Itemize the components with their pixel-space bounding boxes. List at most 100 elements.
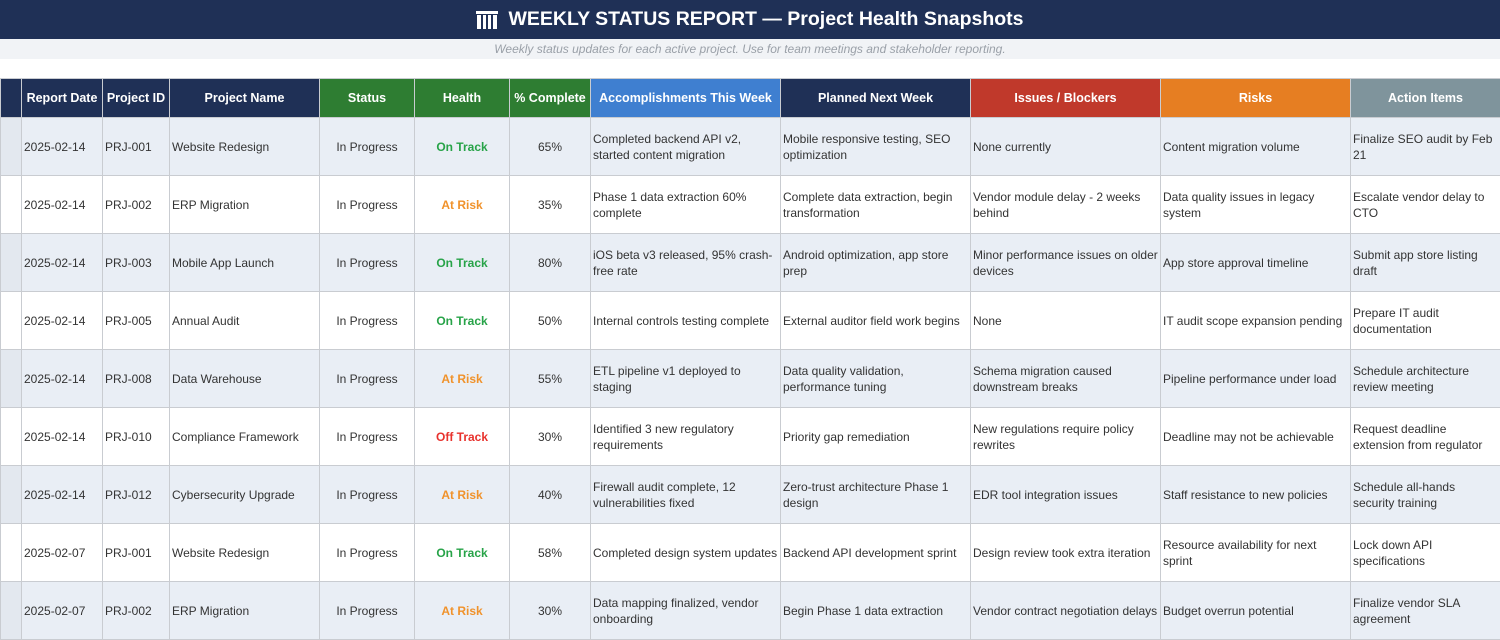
issues-cell[interactable]: Design review took extra iteration <box>970 523 1161 582</box>
accomplishments-cell[interactable]: Data mapping finalized, vendor onboardin… <box>590 581 781 640</box>
health-cell[interactable]: On Track <box>414 233 510 292</box>
health-cell[interactable]: At Risk <box>414 349 510 408</box>
project-id-cell[interactable]: PRJ-005 <box>102 291 170 350</box>
health-cell[interactable]: On Track <box>414 117 510 176</box>
column-header-health[interactable]: Health <box>414 78 510 118</box>
column-header-issues-blockers[interactable]: Issues / Blockers <box>970 78 1161 118</box>
project-name-cell[interactable]: ERP Migration <box>169 581 320 640</box>
planned-next-week-cell[interactable]: Mobile responsive testing, SEO optimizat… <box>780 117 971 176</box>
table-row[interactable]: 2025-02-14 PRJ-005 Annual Audit In Progress… <box>0 291 1500 350</box>
risks-cell[interactable]: Budget overrun potential <box>1160 581 1351 640</box>
health-cell[interactable]: At Risk <box>414 581 510 640</box>
issues-cell[interactable]: New regulations require policy rewrites <box>970 407 1161 466</box>
risks-cell[interactable]: Pipeline performance under load <box>1160 349 1351 408</box>
accomplishments-cell[interactable]: iOS beta v3 released, 95% crash-free rat… <box>590 233 781 292</box>
percent-complete-cell[interactable]: 30% <box>509 407 591 466</box>
percent-complete-cell[interactable]: 80% <box>509 233 591 292</box>
action-items-cell[interactable]: Escalate vendor delay to CTO <box>1350 175 1500 234</box>
column-header-risks[interactable]: Risks <box>1160 78 1351 118</box>
percent-complete-cell[interactable]: 58% <box>509 523 591 582</box>
status-cell[interactable]: In Progress <box>319 349 415 408</box>
table-row[interactable]: 2025-02-14 PRJ-002 ERP Migration In Progres… <box>0 175 1500 234</box>
planned-next-week-cell[interactable]: Data quality validation, performance tun… <box>780 349 971 408</box>
status-cell[interactable]: In Progress <box>319 581 415 640</box>
percent-complete-cell[interactable]: 50% <box>509 291 591 350</box>
health-cell[interactable]: Off Track <box>414 407 510 466</box>
action-items-cell[interactable]: Request deadline extension from regulato… <box>1350 407 1500 466</box>
action-items-cell[interactable]: Schedule all-hands security training <box>1350 465 1500 524</box>
project-id-cell[interactable]: PRJ-012 <box>102 465 170 524</box>
project-name-cell[interactable]: Annual Audit <box>169 291 320 350</box>
report-date-cell[interactable]: 2025-02-14 <box>21 117 103 176</box>
column-header-planned-next-week[interactable]: Planned Next Week <box>780 78 971 118</box>
project-id-cell[interactable]: PRJ-003 <box>102 233 170 292</box>
accomplishments-cell[interactable]: Identified 3 new regulatory requirements <box>590 407 781 466</box>
planned-next-week-cell[interactable]: External auditor field work begins <box>780 291 971 350</box>
status-cell[interactable]: In Progress <box>319 523 415 582</box>
table-row[interactable]: 2025-02-14 PRJ-012 Cybersecurity Upgrade In… <box>0 465 1500 524</box>
planned-next-week-cell[interactable]: Backend API development sprint <box>780 523 971 582</box>
accomplishments-cell[interactable]: Completed backend API v2, started conten… <box>590 117 781 176</box>
planned-next-week-cell[interactable]: Begin Phase 1 data extraction <box>780 581 971 640</box>
issues-cell[interactable]: Schema migration caused downstream break… <box>970 349 1161 408</box>
column-header-action-items[interactable]: Action Items <box>1350 78 1500 118</box>
action-items-cell[interactable]: Schedule architecture review meeting <box>1350 349 1500 408</box>
report-date-cell[interactable]: 2025-02-07 <box>21 581 103 640</box>
health-cell[interactable]: At Risk <box>414 175 510 234</box>
issues-cell[interactable]: None <box>970 291 1161 350</box>
risks-cell[interactable]: Content migration volume <box>1160 117 1351 176</box>
project-name-cell[interactable]: Mobile App Launch <box>169 233 320 292</box>
table-row[interactable]: 2025-02-14 PRJ-003 Mobile App Launch In Pro… <box>0 233 1500 292</box>
report-date-cell[interactable]: 2025-02-14 <box>21 407 103 466</box>
status-cell[interactable]: In Progress <box>319 117 415 176</box>
report-date-cell[interactable]: 2025-02-07 <box>21 523 103 582</box>
status-cell[interactable]: In Progress <box>319 291 415 350</box>
project-id-cell[interactable]: PRJ-001 <box>102 523 170 582</box>
percent-complete-cell[interactable]: 55% <box>509 349 591 408</box>
issues-cell[interactable]: Minor performance issues on older device… <box>970 233 1161 292</box>
column-header-report-date[interactable]: Report Date <box>21 78 103 118</box>
issues-cell[interactable]: EDR tool integration issues <box>970 465 1161 524</box>
percent-complete-cell[interactable]: 65% <box>509 117 591 176</box>
table-row[interactable]: 2025-02-07 PRJ-002 ERP Migration In Progres… <box>0 581 1500 640</box>
issues-cell[interactable]: Vendor contract negotiation delays <box>970 581 1161 640</box>
column-header-status[interactable]: Status <box>319 78 415 118</box>
report-date-cell[interactable]: 2025-02-14 <box>21 233 103 292</box>
report-date-cell[interactable]: 2025-02-14 <box>21 465 103 524</box>
column-header-accomplishments-this-week[interactable]: Accomplishments This Week <box>590 78 781 118</box>
percent-complete-cell[interactable]: 40% <box>509 465 591 524</box>
table-row[interactable]: 2025-02-14 PRJ-008 Data Warehouse In Progre… <box>0 349 1500 408</box>
column-header-complete[interactable]: % Complete <box>509 78 591 118</box>
table-row[interactable]: 2025-02-14 PRJ-001 Website Redesign In Prog… <box>0 117 1500 176</box>
action-items-cell[interactable]: Lock down API specifications <box>1350 523 1500 582</box>
health-cell[interactable]: On Track <box>414 523 510 582</box>
report-date-cell[interactable]: 2025-02-14 <box>21 349 103 408</box>
action-items-cell[interactable]: Prepare IT audit documentation <box>1350 291 1500 350</box>
risks-cell[interactable]: App store approval timeline <box>1160 233 1351 292</box>
status-cell[interactable]: In Progress <box>319 465 415 524</box>
project-name-cell[interactable]: Website Redesign <box>169 117 320 176</box>
project-id-cell[interactable]: PRJ-002 <box>102 581 170 640</box>
risks-cell[interactable]: IT audit scope expansion pending <box>1160 291 1351 350</box>
project-name-cell[interactable]: Cybersecurity Upgrade <box>169 465 320 524</box>
planned-next-week-cell[interactable]: Android optimization, app store prep <box>780 233 971 292</box>
issues-cell[interactable]: Vendor module delay - 2 weeks behind <box>970 175 1161 234</box>
accomplishments-cell[interactable]: Internal controls testing complete <box>590 291 781 350</box>
column-header-project-id[interactable]: Project ID <box>102 78 170 118</box>
project-id-cell[interactable]: PRJ-001 <box>102 117 170 176</box>
risks-cell[interactable]: Resource availability for next sprint <box>1160 523 1351 582</box>
risks-cell[interactable]: Staff resistance to new policies <box>1160 465 1351 524</box>
health-cell[interactable]: At Risk <box>414 465 510 524</box>
project-id-cell[interactable]: PRJ-010 <box>102 407 170 466</box>
project-name-cell[interactable]: ERP Migration <box>169 175 320 234</box>
issues-cell[interactable]: None currently <box>970 117 1161 176</box>
percent-complete-cell[interactable]: 30% <box>509 581 591 640</box>
report-date-cell[interactable]: 2025-02-14 <box>21 291 103 350</box>
table-row[interactable]: 2025-02-14 PRJ-010 Compliance Framework In … <box>0 407 1500 466</box>
health-cell[interactable]: On Track <box>414 291 510 350</box>
project-name-cell[interactable]: Data Warehouse <box>169 349 320 408</box>
project-id-cell[interactable]: PRJ-008 <box>102 349 170 408</box>
project-name-cell[interactable]: Compliance Framework <box>169 407 320 466</box>
status-cell[interactable]: In Progress <box>319 175 415 234</box>
status-cell[interactable]: In Progress <box>319 233 415 292</box>
